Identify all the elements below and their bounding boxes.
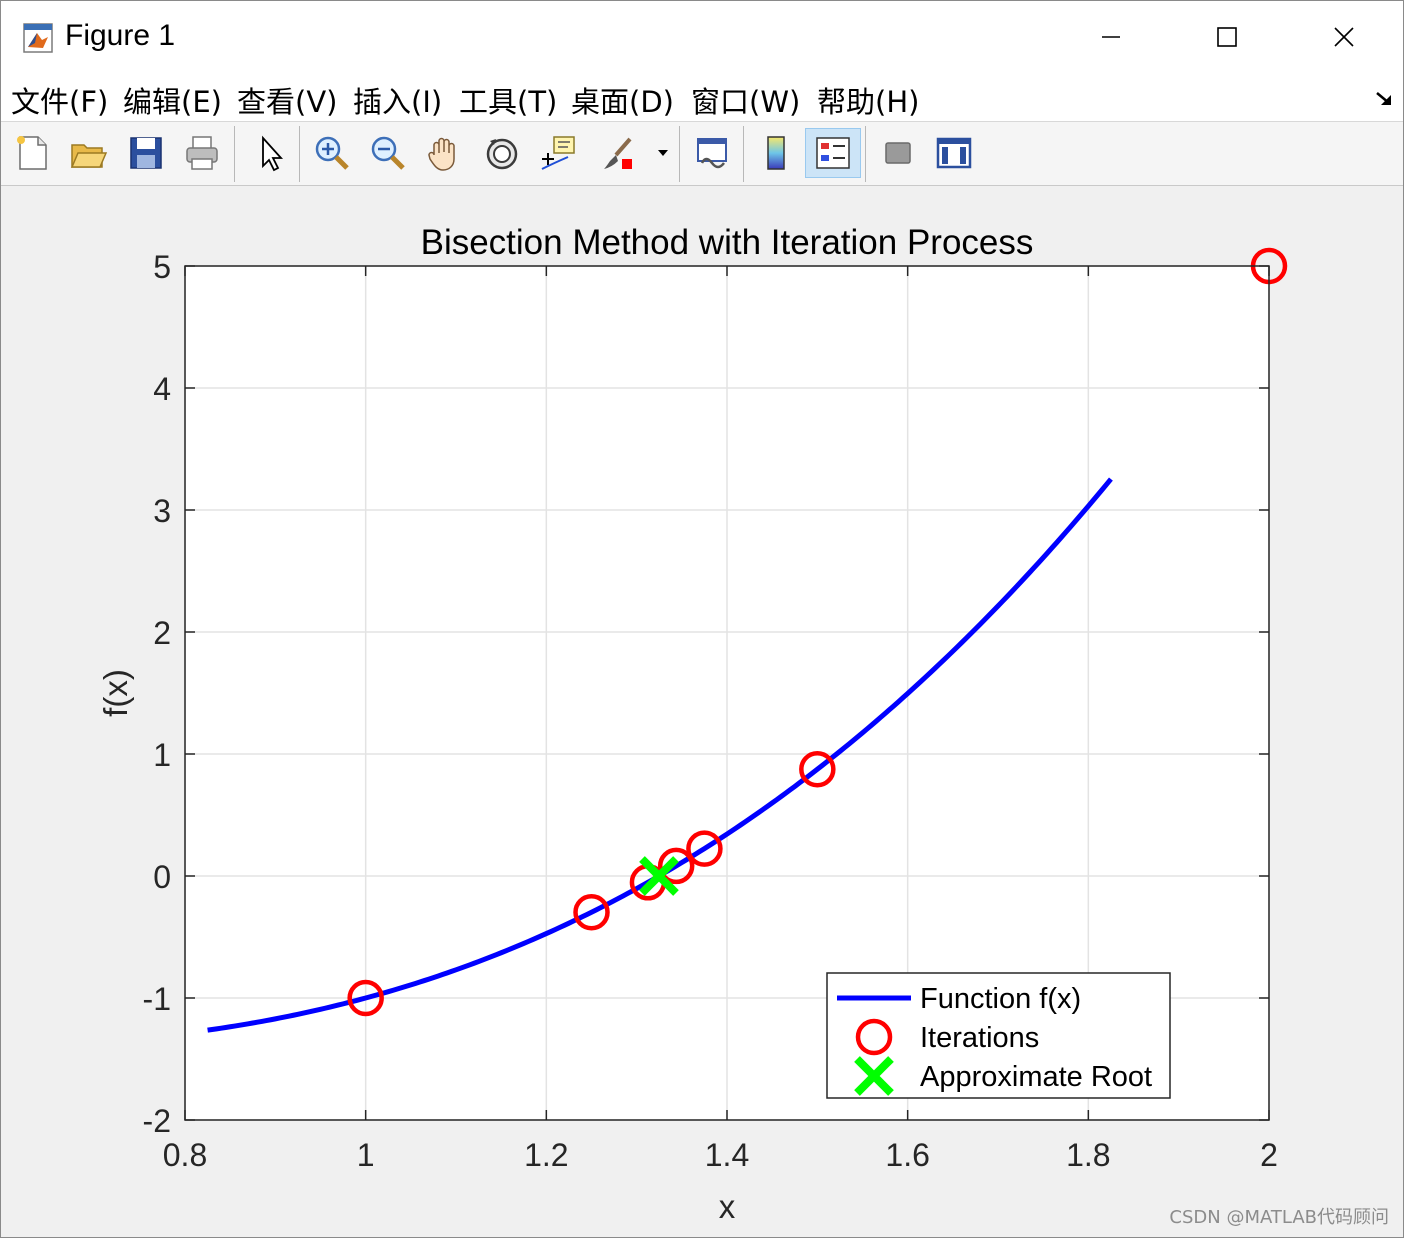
x-tick-label: 1.4 <box>705 1137 749 1173</box>
watermark: CSDN @MATLAB代码顾问 <box>1169 1207 1389 1228</box>
x-tick-label: 1.2 <box>524 1137 568 1173</box>
edit-plot-button[interactable] <box>245 128 295 178</box>
plot-svg[interactable]: 0.8 1 1.2 1.4 1.6 1.8 2 -2 -1 0 1 2 3 4 5 Bisection Me… <box>1 186 1403 1237</box>
approximate-root-marker <box>639 856 679 896</box>
chevron-down-icon <box>658 150 668 156</box>
y-tick-label: 4 <box>153 371 171 407</box>
y-tick-label: -1 <box>143 981 171 1017</box>
y-tick-label: 0 <box>153 859 171 895</box>
pan-button[interactable] <box>419 128 469 178</box>
menu-insert[interactable]: 插入(I) <box>353 85 443 119</box>
open-file-button[interactable] <box>63 128 113 178</box>
iteration-point <box>657 847 695 885</box>
minimize-button[interactable] <box>1053 1 1169 73</box>
x-tick-label: 1.8 <box>1066 1137 1110 1173</box>
menu-edit[interactable]: 编辑(E) <box>123 85 222 119</box>
zoom-out-icon <box>371 136 405 170</box>
insert-legend-button[interactable] <box>805 128 861 178</box>
iteration-markers <box>347 247 1288 1017</box>
x-axis-label: x <box>719 1188 736 1225</box>
pan-hand-icon <box>428 137 455 171</box>
new-figure-button[interactable] <box>7 128 57 178</box>
brush-dropdown-button[interactable] <box>649 128 677 178</box>
hide-plot-tools-icon <box>885 142 911 164</box>
figure-toolbar <box>1 122 1403 186</box>
rotate-3d-icon <box>486 138 518 170</box>
data-cursor-icon <box>541 136 575 170</box>
link-plot-icon <box>697 138 727 169</box>
close-button[interactable] <box>1286 1 1402 73</box>
x-tick-label: 2 <box>1260 1137 1278 1173</box>
brush-button[interactable] <box>595 128 645 178</box>
insert-legend-icon <box>816 137 850 169</box>
legend-box <box>826 972 1171 1099</box>
dock-figure-icon[interactable] <box>1373 87 1395 109</box>
legend-x-stroke <box>854 1056 894 1096</box>
menu-desktop[interactable]: 桌面(D) <box>571 85 674 119</box>
save-button[interactable] <box>121 128 171 178</box>
print-button[interactable] <box>177 128 227 178</box>
legend-label-iterations: Iterations <box>920 1022 1039 1054</box>
y-axis-label: f(x) <box>97 669 134 717</box>
zoom-in-icon <box>315 136 349 170</box>
legend-swatch-iterations <box>855 1018 893 1056</box>
y-tick-label: 2 <box>153 615 171 651</box>
legend-swatch-root <box>854 1056 894 1096</box>
show-plot-tools-icon <box>936 137 972 169</box>
insert-colorbar-button[interactable] <box>751 128 801 178</box>
zoom-in-button[interactable] <box>307 128 357 178</box>
iteration-point <box>347 979 384 1017</box>
chart-title: Bisection Method with Iteration Process <box>421 223 1034 262</box>
data-cursor-button[interactable] <box>533 128 583 178</box>
link-plot-button[interactable] <box>687 128 737 178</box>
y-tick-label: 3 <box>153 493 171 529</box>
print-icon <box>186 136 218 170</box>
axes-frame <box>184 265 1270 1121</box>
brush-icon <box>604 137 632 169</box>
legend[interactable]: Function f(x) Iterations Approximate Roo… <box>826 972 1171 1099</box>
menu-bar: 文件(F) 编辑(E) 查看(V) 插入(I) 工具(T) 桌面(D) 窗口(W… <box>1 73 1403 122</box>
x-tick-label: 0.8 <box>163 1137 207 1173</box>
insert-colorbar-icon <box>767 136 785 170</box>
minimize-icon <box>1102 36 1120 38</box>
menu-file[interactable]: 文件(F) <box>11 85 109 119</box>
edit-plot-arrow-icon <box>262 135 284 172</box>
maximize-icon <box>1217 27 1237 47</box>
hide-plot-tools-button[interactable] <box>873 128 923 178</box>
iteration-point <box>686 830 723 867</box>
open-file-icon <box>70 144 108 168</box>
title-bar: Figure 1 <box>1 1 1403 73</box>
legend-label-function: Function f(x) <box>920 983 1081 1015</box>
save-icon <box>130 137 162 169</box>
y-tick-label: -2 <box>143 1103 171 1139</box>
rotate-3d-button[interactable] <box>477 128 527 178</box>
legend-label-root: Approximate Root <box>920 1061 1152 1093</box>
menu-tools[interactable]: 工具(T) <box>459 85 558 119</box>
x-tick-label: 1 <box>357 1137 375 1173</box>
menu-window[interactable]: 窗口(W) <box>691 85 801 119</box>
window-title: Figure 1 <box>65 19 176 52</box>
y-tick-label: 1 <box>153 737 171 773</box>
iteration-point <box>799 751 836 788</box>
matlab-app-icon <box>23 23 53 53</box>
menu-view[interactable]: 查看(V) <box>237 85 338 119</box>
maximize-button[interactable] <box>1169 1 1285 73</box>
root-x-stroke <box>639 856 679 896</box>
close-icon <box>1334 27 1354 47</box>
show-plot-tools-button[interactable] <box>929 128 979 178</box>
menu-help[interactable]: 帮助(H) <box>817 85 920 119</box>
new-figure-icon <box>17 136 47 170</box>
figure-canvas: 0.8 1 1.2 1.4 1.6 1.8 2 -2 -1 0 1 2 3 4 5 Bisection Me… <box>1 186 1403 1237</box>
x-tick-label: 1.6 <box>885 1137 929 1173</box>
y-tick-label: 5 <box>153 249 171 285</box>
zoom-out-button[interactable] <box>363 128 413 178</box>
iteration-point <box>573 893 610 931</box>
